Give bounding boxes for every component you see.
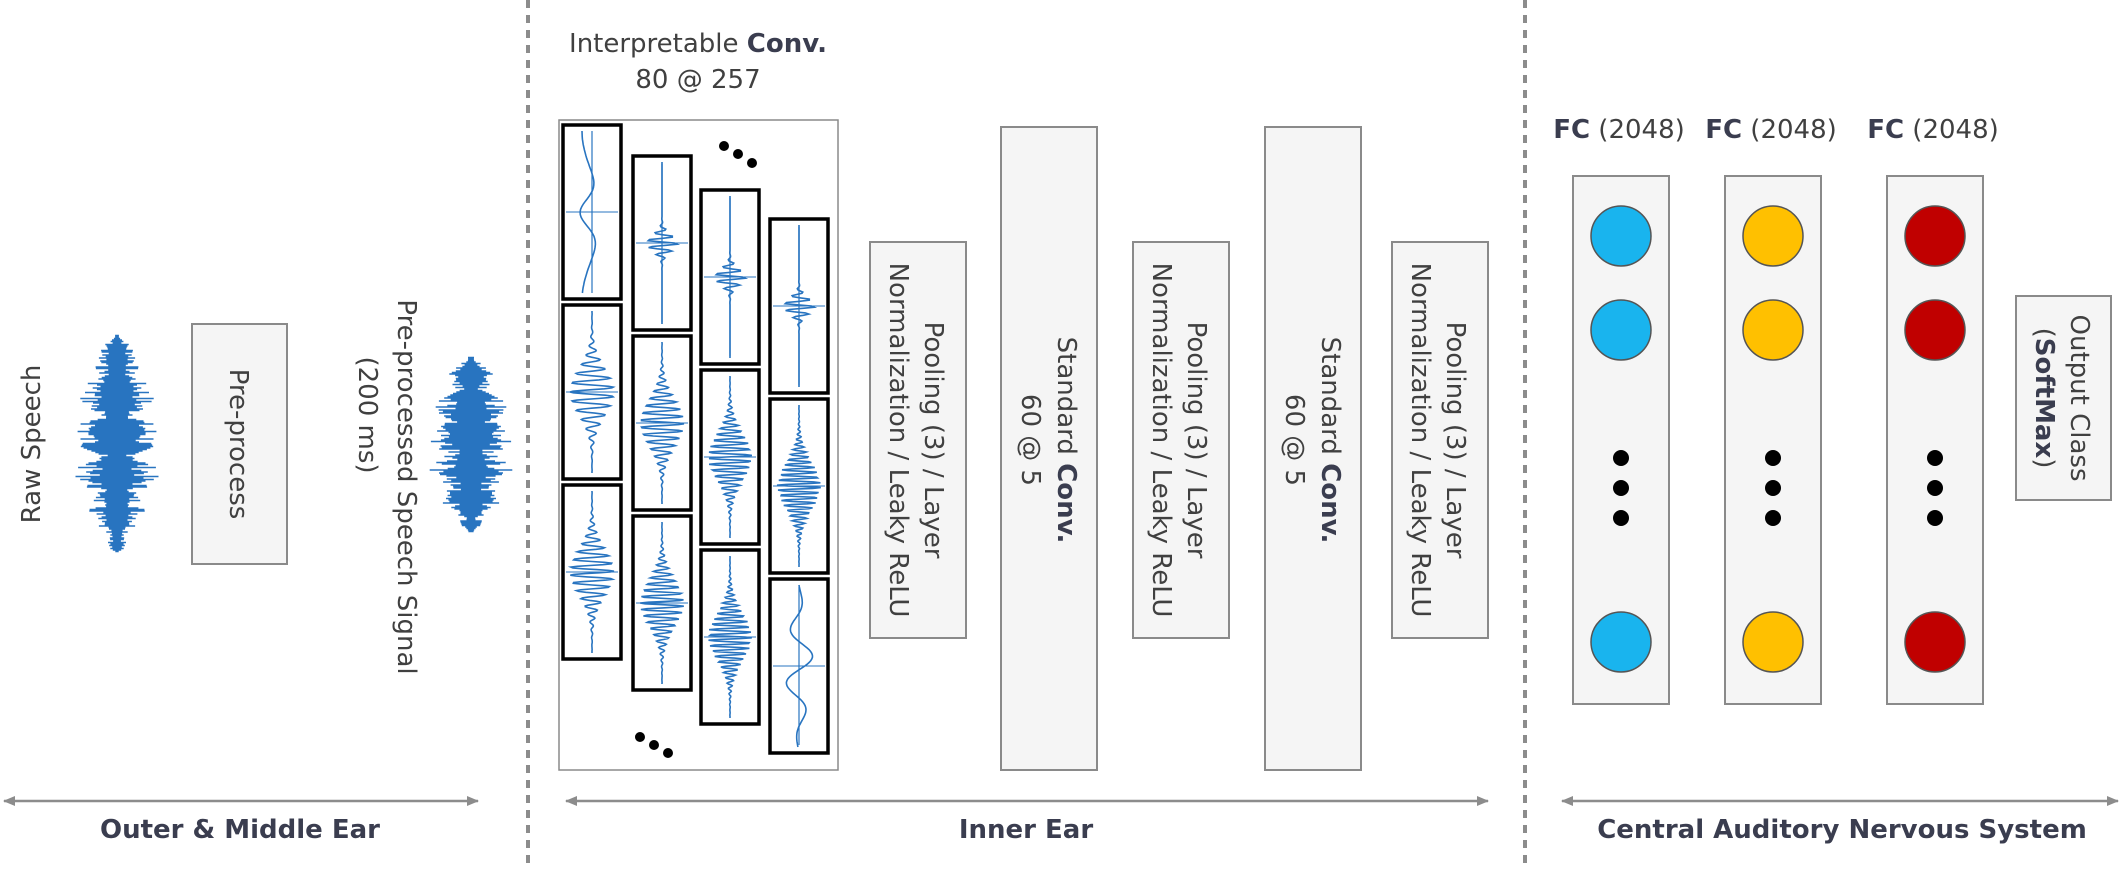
filter-waveform xyxy=(640,342,685,504)
standard-conv-box-2 xyxy=(1264,126,1362,771)
filter-waveform xyxy=(707,556,752,718)
fc-neuron xyxy=(1742,299,1804,361)
pooling-1-line2: Normalization / Leaky ReLU xyxy=(883,263,913,618)
filter-waveform xyxy=(567,491,616,653)
filter-waveform xyxy=(579,130,597,294)
standard-conv-box-1 xyxy=(1000,126,1098,771)
fc-neuron xyxy=(1590,205,1652,267)
fc-ellipsis-dot xyxy=(1927,450,1943,466)
preprocessed-label-line1: Pre-processed Speech Signal xyxy=(391,299,421,674)
preprocess-box xyxy=(191,323,288,565)
raw-speech-label: Raw Speech xyxy=(17,365,47,524)
filter-waveform xyxy=(785,584,814,748)
fc-ellipsis-dot xyxy=(1613,510,1629,526)
ellipsis-top-icon xyxy=(719,141,757,168)
fc-neuron xyxy=(1904,611,1966,673)
pooling-2-line2: Normalization / Leaky ReLU xyxy=(1146,263,1176,618)
fc-neuron xyxy=(1590,611,1652,673)
interpretable-conv-title: Interpretable Conv. xyxy=(569,29,827,59)
region-label-inner: Inner Ear xyxy=(959,815,1094,845)
filter-waveform xyxy=(639,522,685,684)
fc-layers: FC (2048) FC (2048) FC (2048) xyxy=(1553,115,1999,705)
pooling-box-3 xyxy=(1391,241,1489,639)
filter-waveform xyxy=(646,162,681,324)
fc-neuron xyxy=(1742,611,1804,673)
fc-ellipsis-dot xyxy=(1613,480,1629,496)
pooling-box-2 xyxy=(1132,241,1230,639)
fc-neuron xyxy=(1904,205,1966,267)
fc-ellipsis-dot xyxy=(1765,450,1781,466)
filter-waveform xyxy=(569,311,616,473)
fc-neuron xyxy=(1742,205,1804,267)
filter-waveform xyxy=(714,196,749,358)
fc-neuron xyxy=(1904,299,1966,361)
fc-layer-label: FC (2048) xyxy=(1867,115,1999,145)
output-label-line1: Output Class xyxy=(2064,315,2094,482)
output-label-line2: (SoftMax) xyxy=(2029,328,2059,469)
output-box xyxy=(2015,295,2112,501)
region-label-outer: Outer & Middle Ear xyxy=(100,815,380,845)
pooling-3-line2: Normalization / Leaky ReLU xyxy=(1405,263,1435,618)
fc-ellipsis-dot xyxy=(1927,480,1943,496)
filter-waveform xyxy=(708,376,752,538)
fc-ellipsis-dot xyxy=(1765,480,1781,496)
pooling-1-line1: Pooling (3) / Layer xyxy=(918,322,948,559)
fc-ellipsis-dot xyxy=(1927,510,1943,526)
pooling-3-line1: Pooling (3) / Layer xyxy=(1440,322,1470,559)
preprocess-label: Pre-process xyxy=(223,369,253,520)
standard-conv-1-dims: 60 @ 5 xyxy=(1015,394,1045,486)
raw-speech-waveform xyxy=(75,334,159,553)
filter-waveform xyxy=(776,405,821,567)
pooling-box-1 xyxy=(869,241,967,639)
pooling-2-line1: Pooling (3) / Layer xyxy=(1181,322,1211,559)
fc-layer-label: FC (2048) xyxy=(1705,115,1837,145)
fc-layer-label: FC (2048) xyxy=(1553,115,1685,145)
region-label-central: Central Auditory Nervous System xyxy=(1597,815,2087,845)
preprocessed-speech-waveform xyxy=(429,356,513,533)
fc-ellipsis-dot xyxy=(1613,450,1629,466)
standard-conv-2-title: Standard Conv. xyxy=(1315,337,1345,544)
standard-conv-2-dims: 60 @ 5 xyxy=(1279,394,1309,486)
preprocessed-label-line2: (200 ms) xyxy=(352,356,382,473)
fc-ellipsis-dot xyxy=(1765,510,1781,526)
standard-conv-1-title: Standard Conv. xyxy=(1051,337,1081,544)
filter-bank xyxy=(561,123,830,755)
fc-neuron xyxy=(1590,299,1652,361)
filter-waveform xyxy=(783,225,818,387)
interpretable-conv-dims: 80 @ 257 xyxy=(635,65,760,95)
ellipsis-bottom-icon xyxy=(635,732,673,758)
